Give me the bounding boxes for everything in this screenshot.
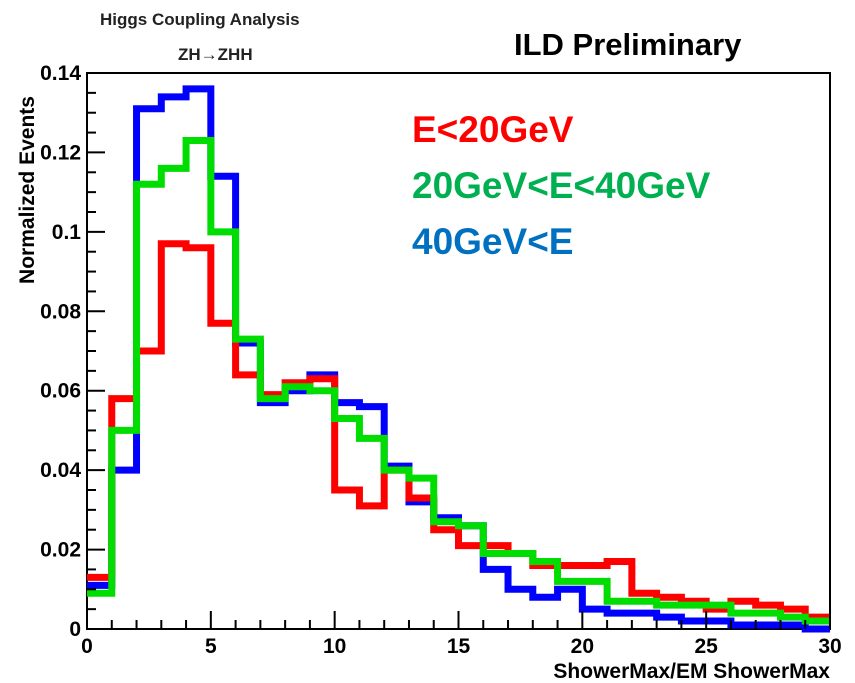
y-tick-label: 0.14 [40, 62, 81, 85]
legend-entry-0: E<20GeV [412, 109, 574, 150]
x-tick-label: 5 [205, 635, 217, 658]
y-tick-label: 0.02 [40, 539, 81, 562]
legend: E<20GeV 20GeV<E<40GeV 40GeV<E [412, 109, 711, 262]
ild-preliminary-label: ILD Preliminary [514, 27, 742, 62]
x-tick-label: 20 [571, 635, 594, 658]
y-axis: 0 0.02 0.04 0.06 0.08 0.1 0.12 0.14 [40, 62, 105, 641]
legend-entry-2: 40GeV<E [412, 221, 573, 262]
x-axis-title: ShowerMax/EM ShowerMax [553, 660, 830, 683]
y-tick-label: 0.08 [40, 300, 81, 323]
y-tick-label: 0.1 [52, 221, 82, 244]
x-tick-label: 10 [323, 635, 346, 658]
y-axis-title: Normalized Events [16, 96, 39, 284]
x-tick-label: 15 [447, 635, 471, 658]
analysis-title: Higgs Coupling Analysis [100, 10, 300, 29]
x-axis: 0 5 10 15 20 25 30 [81, 611, 842, 658]
series-line-0 [87, 240, 830, 621]
series-line-1 [87, 137, 830, 625]
y-tick-label: 0.06 [40, 380, 81, 403]
series-group [87, 85, 830, 633]
x-tick-label: 30 [818, 635, 841, 658]
x-tick-label: 25 [694, 635, 718, 658]
legend-entry-1: 20GeV<E<40GeV [412, 165, 711, 206]
x-tick-label: 0 [81, 635, 93, 658]
process-label: ZH→ZHH [178, 45, 253, 64]
y-tick-label: 0 [69, 618, 81, 641]
plot-area: 0 5 10 15 20 25 30 0 0.02 0.04 0.06 0.08 0.1 0.12 0.1… [40, 62, 842, 658]
y-tick-label: 0.04 [40, 459, 81, 482]
y-tick-label: 0.12 [40, 141, 81, 164]
